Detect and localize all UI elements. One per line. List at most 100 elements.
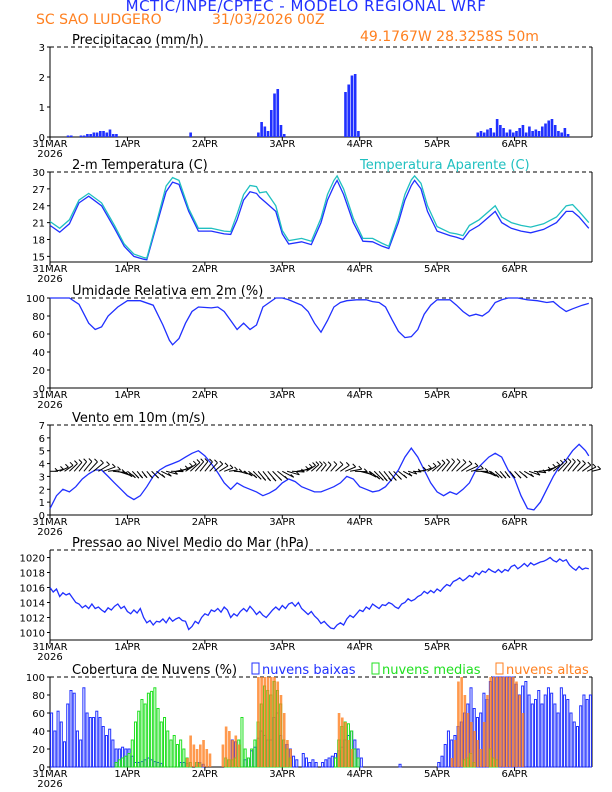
clouds-bar-2 (505, 677, 509, 767)
wind-barb-flag (576, 459, 581, 463)
clouds-bar-0 (53, 730, 57, 768)
clouds-legend-box-0 (251, 662, 260, 675)
rh-ytick-label: 20 (32, 366, 45, 377)
clouds-bar-2 (511, 677, 515, 767)
wind-barb-flag (253, 474, 258, 479)
pressure-ytick-label: 1014 (20, 599, 45, 610)
wind-barb (282, 470, 294, 478)
clouds-bar-0 (79, 739, 83, 768)
rh-ytick-label: 60 (32, 330, 45, 341)
wind-barb-flag (368, 471, 373, 475)
clouds-bar-2 (202, 740, 205, 767)
wind-barb (291, 470, 305, 473)
clouds-bar-2 (344, 722, 347, 767)
wind-xtick-label: 3APR (269, 517, 295, 528)
clouds-bar-0 (95, 710, 99, 768)
wind-barb-flag (556, 461, 561, 466)
wind-barb-flag (296, 471, 300, 476)
wind-xtick-label: 5APR (424, 517, 450, 528)
clouds-xtick-label: 3APR (269, 769, 295, 780)
wind-barb-flag (567, 458, 572, 462)
temp-series-1-line (49, 174, 590, 259)
precip-bar-0 (102, 131, 105, 137)
wind-barb-flag (308, 463, 313, 468)
clouds-xtick-label: 1APR (114, 769, 140, 780)
clouds-bar-0 (585, 699, 589, 768)
chart-title: MCTIC/INPE/CPTEC - MODELO REGIONAL WRF (125, 0, 487, 15)
precip-bar-0 (98, 131, 102, 137)
wind-barb (446, 461, 455, 472)
precip-bar-0 (115, 134, 118, 137)
clouds-bar-2 (473, 731, 476, 767)
precip-bar-0 (486, 129, 489, 137)
clouds-bar-1 (163, 717, 167, 768)
clouds-bar-0 (295, 759, 299, 768)
wind-barb (586, 466, 597, 472)
wind-xtick-label: 6APR (501, 517, 527, 528)
clouds-bar-0 (550, 692, 554, 768)
clouds-bar-2 (289, 749, 292, 767)
wind-barb (180, 465, 193, 472)
precip-year-label: 2026 (37, 149, 62, 160)
wind-barb-flag (248, 472, 253, 477)
pressure-ytick-label: 1020 (20, 554, 45, 565)
wind-barb-flag (272, 477, 277, 482)
clouds-bar-0 (308, 762, 312, 768)
wind-barb-flag (559, 459, 564, 464)
clouds-ytick-label: 100 (26, 673, 45, 684)
wind-ytick-label: 7 (39, 421, 45, 432)
wind-barb-flag (582, 460, 586, 464)
clouds-bar-2 (273, 677, 276, 767)
clouds-bar-0 (304, 757, 308, 768)
precip-xtick-label: 1APR (114, 139, 140, 150)
clouds-bar-2 (279, 695, 283, 767)
temp-xtick-label: 6APR (501, 264, 527, 275)
clouds-bar-2 (502, 677, 505, 767)
clouds-bar-0 (314, 762, 318, 768)
clouds-bar-0 (292, 755, 296, 768)
clouds-bar-0 (559, 687, 563, 768)
temp-xtick-label: 5APR (424, 264, 450, 275)
wind-barb (485, 470, 496, 477)
precip-bar-0 (282, 134, 286, 137)
clouds-bar-2 (269, 677, 273, 767)
clouds-bar-0 (443, 744, 447, 768)
wind-barb-flag (506, 474, 511, 479)
wind-barb-flag (345, 462, 350, 466)
wind-xtick-label: 4APR (347, 517, 373, 528)
wind-barb-flag (333, 461, 338, 465)
precip-bar-0 (476, 132, 480, 137)
wind-barb (190, 462, 201, 472)
clouds-bar-0 (101, 726, 105, 768)
precip-bar-0 (357, 131, 360, 137)
clouds-xtick-label: 2APR (192, 769, 218, 780)
clouds-bar-2 (186, 758, 189, 767)
clouds-legend-1: nuvens medias (382, 663, 481, 678)
clouds-bar-1 (179, 739, 183, 768)
clouds-bar-0 (82, 687, 86, 768)
clouds-bar-2 (492, 677, 496, 767)
clouds-bar-0 (563, 694, 567, 768)
wind-barb (427, 465, 437, 472)
precip-bar-0 (111, 134, 115, 137)
pressure-xtick-label: 3APR (269, 642, 295, 653)
wind-barb (422, 467, 432, 472)
clouds-bar-2 (460, 677, 463, 767)
wind-barb-flag (192, 460, 197, 465)
clouds-bar-1 (153, 687, 157, 768)
wind-barb-flag (315, 461, 320, 465)
clouds-bar-2 (231, 740, 234, 767)
clouds-bar-2 (457, 681, 460, 767)
precip-xtick-label: 2APR (192, 139, 218, 150)
clouds-bar-0 (359, 757, 363, 768)
precip-bar-0 (263, 126, 267, 137)
precip-bar-0 (566, 134, 570, 137)
wind-barb (528, 470, 541, 476)
pressure-xtick-label: 2APR (192, 642, 218, 653)
clouds-bar-1 (121, 757, 125, 768)
clouds-bar-0 (88, 717, 92, 768)
clouds-bar-0 (553, 703, 557, 768)
